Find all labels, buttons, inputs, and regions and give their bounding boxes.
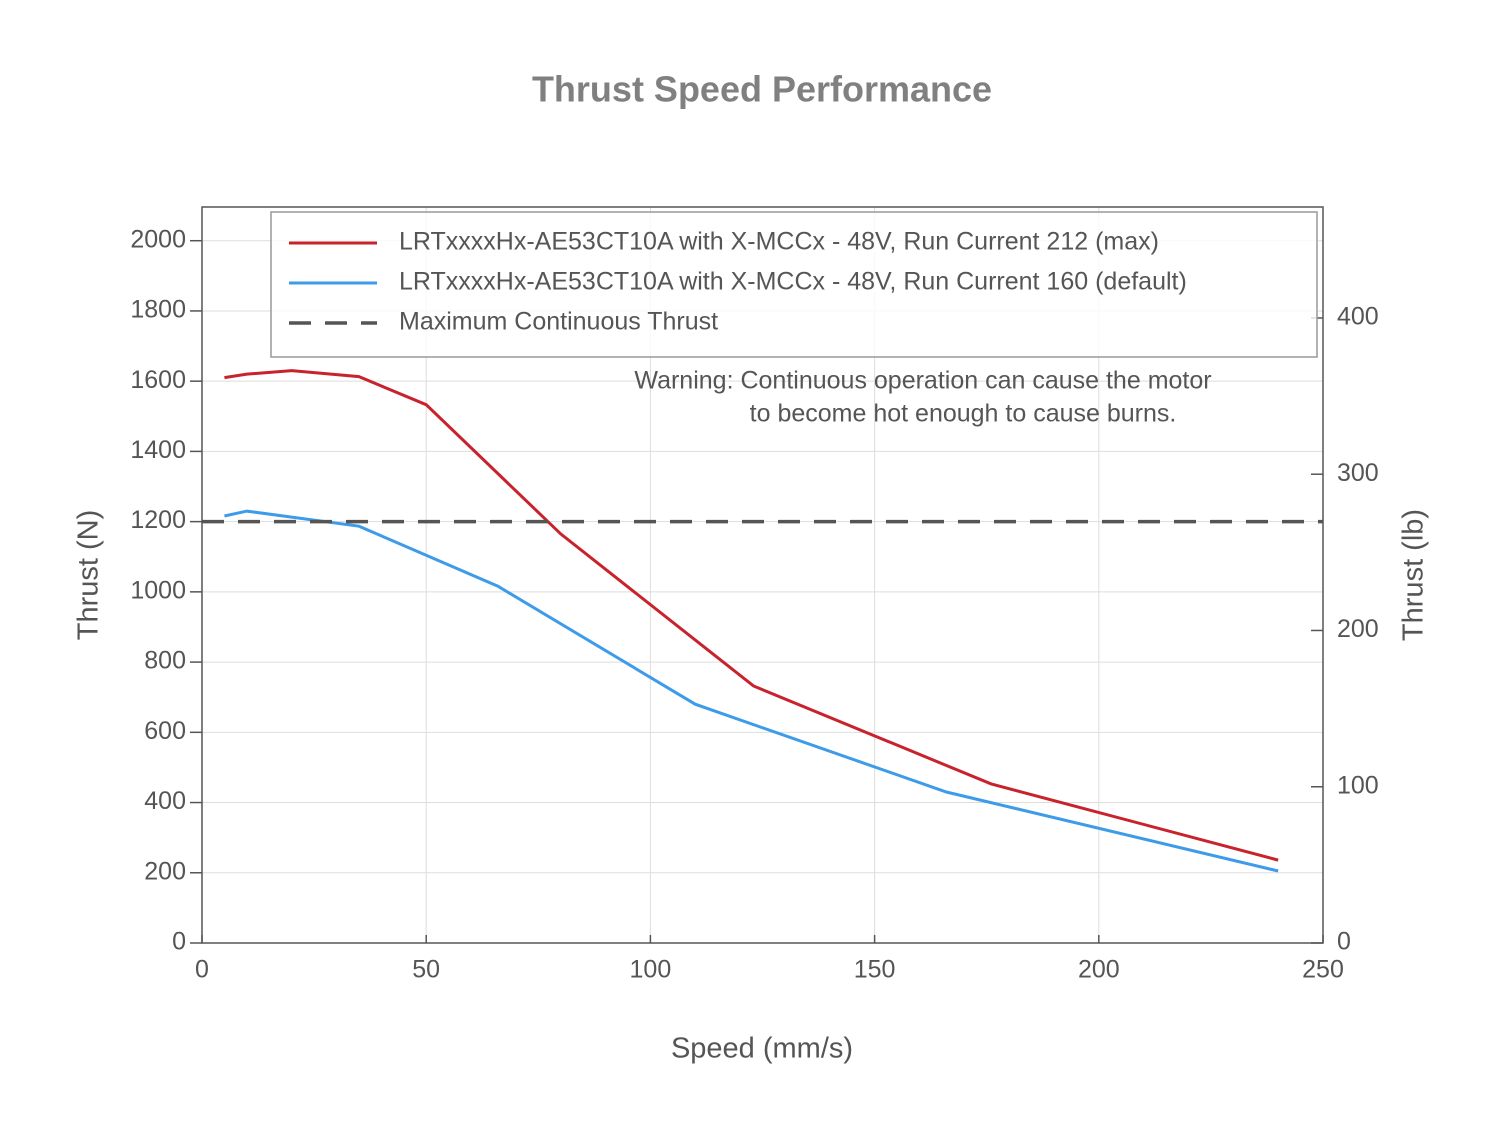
- legend-box: [270, 211, 1318, 358]
- x-tick-label: 250: [1302, 956, 1344, 984]
- y2-tick-label: 300: [1337, 459, 1379, 487]
- legend-label: LRTxxxxHx-AE53CT10A with X-MCCx - 48V, R…: [399, 268, 1187, 296]
- x-tick-label: 150: [854, 956, 896, 984]
- y-tick-label: 1200: [130, 506, 186, 534]
- y2-tick-label: 0: [1337, 928, 1351, 956]
- legend-label: LRTxxxxHx-AE53CT10A with X-MCCx - 48V, R…: [399, 228, 1159, 256]
- y-tick-label: 600: [144, 717, 186, 745]
- y-tick-label: 2000: [130, 225, 186, 253]
- y-tick-label: 1600: [130, 366, 186, 394]
- chart-title: Thrust Speed Performance: [532, 69, 992, 110]
- annotation: to become hot enough to cause burns.: [750, 400, 1177, 428]
- series-line: [224, 369, 1279, 862]
- y-tick-label: 800: [144, 647, 186, 675]
- x-tick-label: 100: [630, 956, 672, 984]
- y-tick-label: 400: [144, 787, 186, 815]
- legend-label: Maximum Continuous Thrust: [399, 308, 718, 336]
- x-tick-label: 0: [195, 956, 209, 984]
- x-axis-label: Speed (mm/s): [671, 1033, 853, 1065]
- y-tick-label: 1800: [130, 296, 186, 324]
- x-tick-label: 200: [1078, 956, 1120, 984]
- y-tick-label: 1400: [130, 436, 186, 464]
- y-tick-label: 0: [172, 928, 186, 956]
- y-axis-label: Thrust (N): [73, 510, 105, 641]
- y2-axis-label: Thrust (lb): [1398, 509, 1430, 641]
- y2-tick-label: 100: [1337, 771, 1379, 799]
- annotation: Warning: Continuous operation can cause …: [634, 367, 1211, 395]
- y-tick-label: 1000: [130, 576, 186, 604]
- x-tick-label: 50: [412, 956, 440, 984]
- y2-tick-label: 200: [1337, 615, 1379, 643]
- series-line: [224, 509, 1279, 873]
- y2-tick-label: 400: [1337, 303, 1379, 331]
- plot-frame: [201, 206, 1324, 944]
- y-tick-label: 200: [144, 857, 186, 885]
